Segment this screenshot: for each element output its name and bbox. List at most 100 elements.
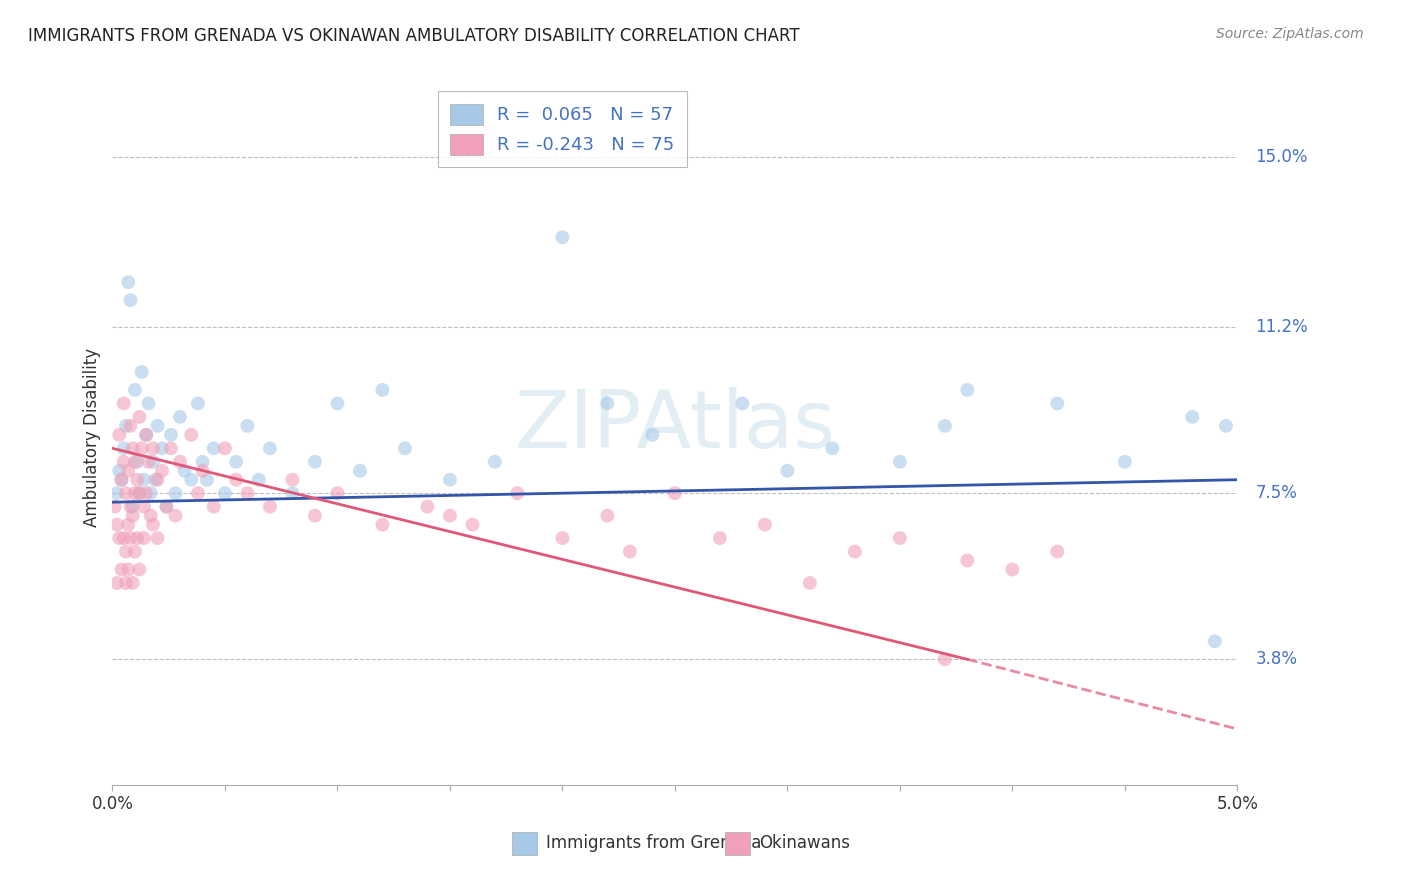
Point (121, 500, 143, 514)
Point (934, 652, 956, 666)
Point (326, 486, 349, 500)
Point (304, 508, 326, 523)
Text: 7.5%: 7.5% (1256, 484, 1298, 502)
Text: Okinawans: Okinawans (759, 834, 851, 853)
Point (105, 517, 128, 532)
Point (112, 396, 135, 410)
Point (461, 517, 484, 532)
Point (1215, 418, 1237, 433)
Point (731, 396, 754, 410)
Text: IMMIGRANTS FROM GRENADA VS OKINAWAN AMBULATORY DISABILITY CORRELATION CHART: IMMIGRANTS FROM GRENADA VS OKINAWAN AMBU… (28, 27, 800, 45)
Text: Source: ZipAtlas.com: Source: ZipAtlas.com (1216, 27, 1364, 41)
Point (371, 383, 394, 397)
Point (799, 576, 821, 591)
Point (120, 418, 142, 433)
Point (349, 464, 371, 478)
Point (709, 531, 731, 545)
Point (146, 473, 169, 487)
Point (281, 473, 304, 487)
Point (124, 383, 146, 397)
Point (115, 544, 138, 558)
Point (1181, 409, 1204, 424)
Text: 15.0%: 15.0% (1256, 147, 1308, 166)
Point (236, 486, 259, 500)
Point (304, 455, 326, 469)
Point (124, 486, 146, 500)
Point (165, 508, 187, 523)
Point (195, 473, 218, 487)
Point (1046, 396, 1069, 410)
Point (160, 427, 183, 442)
Point (108, 464, 131, 478)
Point (112, 455, 135, 469)
Point (142, 442, 165, 456)
Point (484, 455, 506, 469)
Point (108, 427, 131, 442)
Point (150, 442, 173, 456)
Point (127, 531, 149, 545)
Point (121, 508, 143, 523)
Point (128, 409, 150, 424)
Point (259, 500, 281, 514)
Point (127, 473, 149, 487)
Point (155, 500, 177, 514)
Point (155, 500, 177, 514)
Point (142, 517, 165, 532)
Point (115, 486, 138, 500)
Point (259, 442, 281, 456)
Point (139, 508, 162, 523)
Point (160, 442, 183, 456)
Point (117, 464, 139, 478)
Point (1204, 634, 1226, 648)
Point (150, 464, 173, 478)
Point (135, 427, 157, 442)
Point (132, 473, 155, 487)
Point (889, 455, 911, 469)
Point (191, 464, 214, 478)
Point (143, 473, 166, 487)
Point (844, 544, 866, 558)
Point (180, 473, 202, 487)
Point (326, 396, 349, 410)
Point (1046, 544, 1069, 558)
Point (165, 486, 187, 500)
Point (191, 455, 214, 469)
Point (596, 508, 619, 523)
Point (108, 531, 131, 545)
Point (956, 553, 979, 567)
Point (202, 500, 225, 514)
Point (124, 455, 146, 469)
Point (104, 500, 127, 514)
Point (142, 455, 165, 469)
Point (187, 486, 209, 500)
Point (146, 531, 169, 545)
Point (1001, 562, 1024, 576)
Point (127, 455, 149, 469)
Point (754, 517, 776, 532)
Point (169, 409, 191, 424)
Point (138, 455, 160, 469)
Point (596, 396, 619, 410)
Point (173, 464, 195, 478)
Point (180, 427, 202, 442)
Point (115, 576, 138, 591)
Point (128, 486, 150, 500)
Point (131, 365, 153, 379)
Point (139, 486, 162, 500)
Point (236, 418, 259, 433)
FancyBboxPatch shape (725, 832, 751, 855)
Point (956, 383, 979, 397)
Point (135, 486, 157, 500)
Point (120, 500, 142, 514)
Y-axis label: Ambulatory Disability: Ambulatory Disability (83, 348, 101, 526)
Legend: R =  0.065   N = 57, R = -0.243   N = 75: R = 0.065 N = 57, R = -0.243 N = 75 (437, 91, 688, 168)
Point (214, 486, 236, 500)
Point (115, 418, 138, 433)
Point (934, 418, 956, 433)
Point (551, 531, 574, 545)
Point (821, 442, 844, 456)
Text: 3.8%: 3.8% (1256, 650, 1298, 668)
Point (641, 427, 664, 442)
Point (247, 473, 270, 487)
Point (121, 442, 143, 456)
